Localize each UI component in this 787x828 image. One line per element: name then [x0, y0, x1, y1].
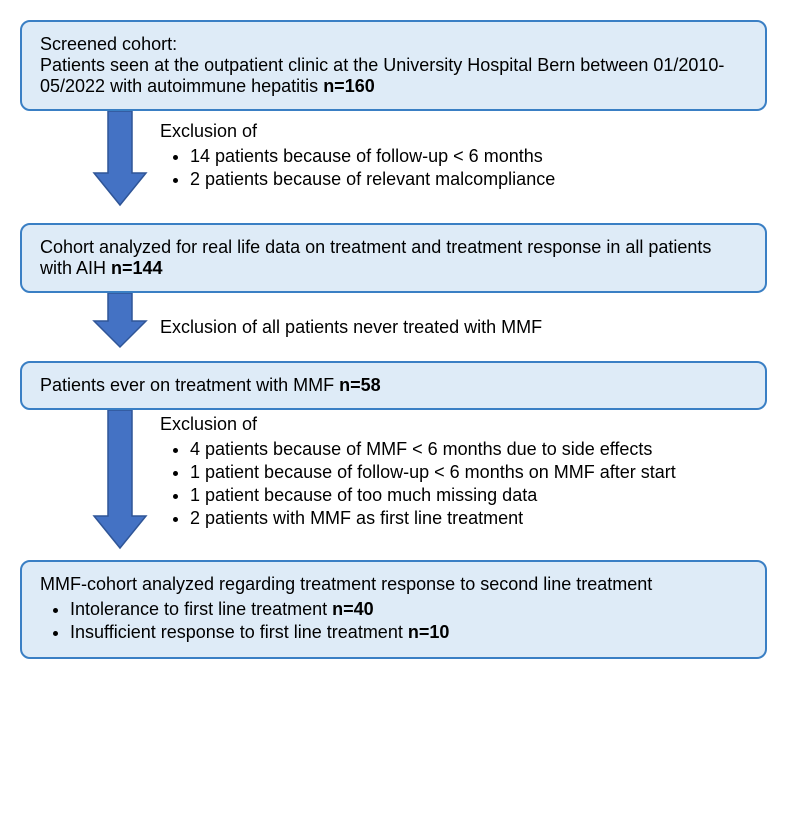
box3-text: Patients ever on treatment with MMF: [40, 375, 339, 395]
box-screened-cohort: Screened cohort: Patients seen at the ou…: [20, 20, 767, 111]
excl3-item: 1 patient because of follow-up < 6 month…: [190, 462, 767, 483]
box4-item-n: n=40: [332, 599, 374, 619]
excl2-title: Exclusion of all patients never treated …: [160, 317, 542, 338]
step-3: Exclusion of 4 patients because of MMF <…: [20, 410, 767, 560]
box2-n: n=144: [111, 258, 163, 278]
excl1-title: Exclusion of: [160, 121, 767, 142]
box4-item-text: Intolerance to first line treatment: [70, 599, 332, 619]
box-mmf-treated: Patients ever on treatment with MMF n=58: [20, 361, 767, 410]
box1-line2: Patients seen at the outpatient clinic a…: [40, 55, 747, 97]
excl3-list: 4 patients because of MMF < 6 months due…: [190, 439, 767, 529]
arrow-down-icon: [90, 410, 150, 550]
exclusion-2: Exclusion of all patients never treated …: [160, 293, 767, 361]
box4-item: Insufficient response to first line trea…: [70, 622, 747, 643]
arrow-down-icon: [90, 293, 150, 349]
excl3-item: 4 patients because of MMF < 6 months due…: [190, 439, 767, 460]
step-2: Exclusion of all patients never treated …: [20, 293, 767, 361]
excl1-item: 2 patients because of relevant malcompli…: [190, 169, 767, 190]
excl3-item: 1 patient because of too much missing da…: [190, 485, 767, 506]
box1-n: n=160: [323, 76, 375, 96]
step-1: Exclusion of 14 patients because of foll…: [20, 111, 767, 223]
excl3-title: Exclusion of: [160, 414, 767, 435]
box4-item: Intolerance to first line treatment n=40: [70, 599, 747, 620]
box4-item-n: n=10: [408, 622, 450, 642]
exclusion-3: Exclusion of 4 patients because of MMF <…: [160, 410, 767, 560]
box3-n: n=58: [339, 375, 381, 395]
box4-list: Intolerance to first line treatment n=40…: [70, 599, 747, 643]
box4-item-text: Insufficient response to first line trea…: [70, 622, 408, 642]
excl1-item: 14 patients because of follow-up < 6 mon…: [190, 146, 767, 167]
arrow-down-icon: [90, 111, 150, 207]
box-mmf-cohort: MMF-cohort analyzed regarding treatment …: [20, 560, 767, 659]
box4-title: MMF-cohort analyzed regarding treatment …: [40, 574, 747, 595]
box1-text: Patients seen at the outpatient clinic a…: [40, 55, 724, 96]
excl3-item: 2 patients with MMF as first line treatm…: [190, 508, 767, 529]
excl1-list: 14 patients because of follow-up < 6 mon…: [190, 146, 767, 190]
exclusion-1: Exclusion of 14 patients because of foll…: [160, 111, 767, 223]
box-analyzed-cohort: Cohort analyzed for real life data on tr…: [20, 223, 767, 293]
box1-line1: Screened cohort:: [40, 34, 747, 55]
